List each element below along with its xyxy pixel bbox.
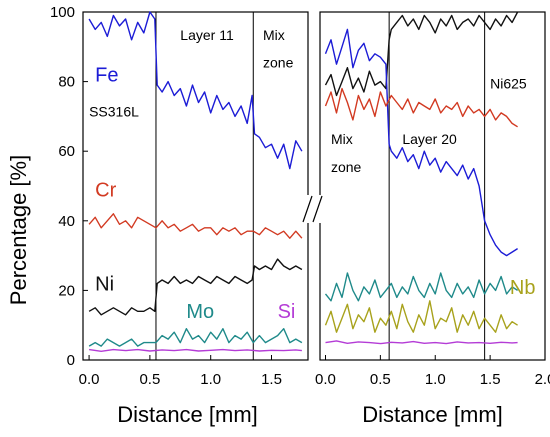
panel-1-series-line-2 <box>324 87 518 128</box>
y-tick-label: 40 <box>58 213 75 230</box>
y-tick-label: 100 <box>50 4 75 21</box>
axis-break-mark-right <box>312 195 323 223</box>
panel-1-annotation-3: Layer 20 <box>402 131 457 147</box>
panel-0-x-tick-label: 1.0 <box>200 371 221 388</box>
panel-0-x-axis-label: Distance [mm] <box>117 402 258 427</box>
y-axis-label: Percentage [%] <box>6 155 31 305</box>
panel-1-x-axis-label: Distance [mm] <box>362 402 503 427</box>
panel-1-x-tick-label: 0.5 <box>370 371 391 388</box>
panel-1-x-tick-label: 2.0 <box>535 371 550 388</box>
panel-0-frame <box>82 11 309 361</box>
series-label-fe: Fe <box>95 65 118 87</box>
panel-1-frame <box>319 11 546 361</box>
panel-1-annotation-2: zone <box>331 159 362 175</box>
panel-1-series-line-3 <box>324 272 518 302</box>
series-label-cr: Cr <box>95 179 116 201</box>
panel-0-annotation-1: Mix <box>263 27 285 43</box>
panel-1-series-nb <box>324 300 518 333</box>
axis-break-mark-left <box>302 195 313 223</box>
panel-1-series-line-0 <box>324 11 519 97</box>
plot-frames <box>82 11 546 361</box>
panel-0-annotation-0: Layer 11 <box>180 27 234 43</box>
panel-0-series-si <box>89 348 302 352</box>
series-layer <box>88 11 519 352</box>
panel-1-series-line-1 <box>324 28 518 257</box>
panel-0-series-ni <box>88 258 303 316</box>
y-tick-label: 0 <box>67 352 75 369</box>
panel-1-annotation-1: Mix <box>331 131 353 147</box>
series-label-ni: Ni <box>95 273 114 295</box>
panel-1-x-tick-label: 1.5 <box>480 371 501 388</box>
y-tick-label: 20 <box>58 282 75 299</box>
panel-1-x-tick-label: 0.0 <box>315 371 336 388</box>
panel-0-x-tick-label: 1.5 <box>261 371 282 388</box>
panel-1-x-tick-label: 1.0 <box>425 371 446 388</box>
panel-1-series-line-5 <box>325 340 518 345</box>
panel-1-annotation-0: Ni625 <box>490 76 527 92</box>
series-label-nb: Nb <box>510 277 536 299</box>
panel-0-x-tick-label: 0.5 <box>139 371 160 388</box>
panel-0-series-mo <box>88 328 303 347</box>
series-label-mo: Mo <box>186 301 214 323</box>
panel-0-series-cr <box>88 213 303 239</box>
y-tick-label: 80 <box>58 74 75 91</box>
y-tick-label: 60 <box>58 143 75 160</box>
panel-0-annotation-3: SS316L <box>89 103 139 119</box>
panel-0-x-tick-label: 0.0 <box>79 371 100 388</box>
series-label-si: Si <box>278 301 296 323</box>
panel-0-annotation-2: zone <box>263 55 294 71</box>
panel-0-series-fe <box>88 11 303 170</box>
